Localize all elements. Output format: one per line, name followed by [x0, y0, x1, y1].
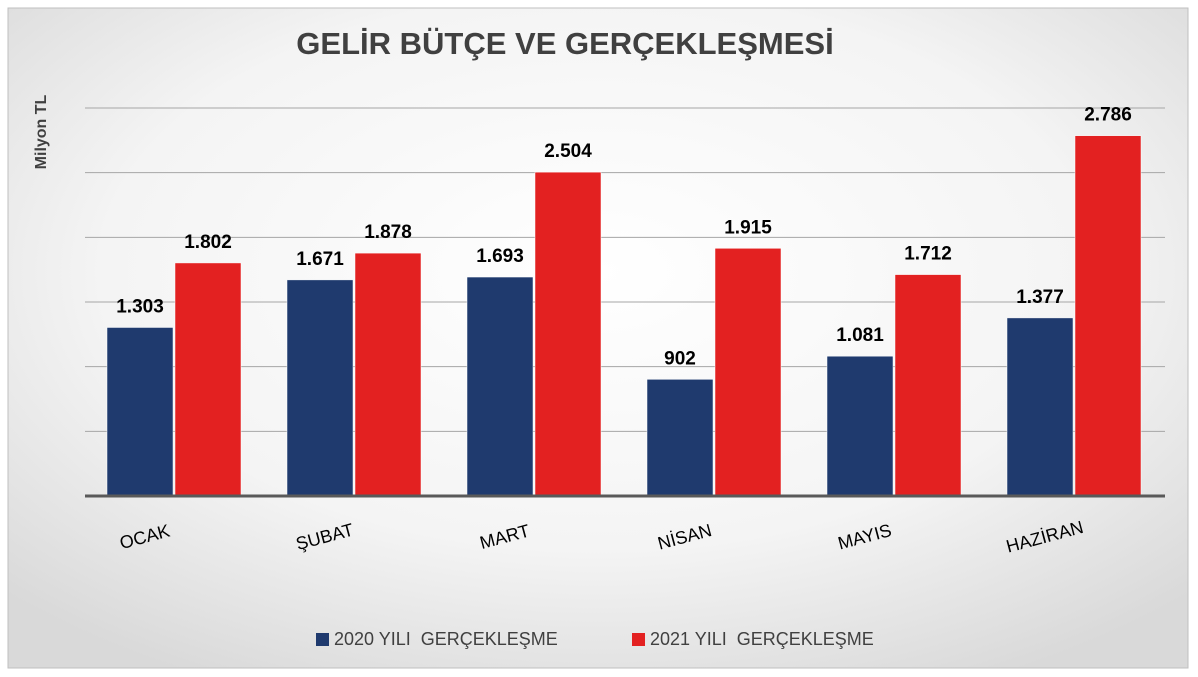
- data-label: 1.712: [904, 244, 952, 265]
- bar: [826, 355, 894, 497]
- legend-swatch: [316, 633, 329, 646]
- legend-label: 2021 YILI GERÇEKLEŞME: [650, 629, 874, 649]
- data-label: 1.303: [116, 296, 164, 317]
- bar: [894, 274, 962, 497]
- data-label: 902: [664, 348, 696, 369]
- bar: [646, 379, 714, 497]
- data-label: 2.504: [544, 141, 592, 162]
- data-label: 2.786: [1084, 105, 1132, 126]
- data-label: 1.878: [364, 222, 412, 243]
- bar: [466, 276, 534, 497]
- bar: [354, 252, 422, 497]
- data-label: 1.802: [184, 232, 232, 253]
- bar: [106, 327, 174, 497]
- bar: [534, 171, 602, 497]
- bar: [286, 279, 354, 497]
- data-label: 1.915: [724, 217, 772, 238]
- bar: [1006, 317, 1074, 497]
- data-label: 1.081: [836, 325, 884, 346]
- legend-label: 2020 YILI GERÇEKLEŞME: [334, 629, 558, 649]
- data-label: 1.671: [296, 249, 344, 270]
- y-axis-label: Milyon TL: [33, 94, 50, 169]
- data-label: 1.377: [1016, 287, 1064, 308]
- bar: [174, 262, 242, 497]
- bar: [714, 248, 782, 497]
- bar: [1074, 135, 1142, 497]
- chart-title: GELİR BÜTÇE VE GERÇEKLEŞMESİ: [296, 26, 833, 61]
- data-label: 1.693: [476, 246, 524, 267]
- legend-swatch: [632, 633, 645, 646]
